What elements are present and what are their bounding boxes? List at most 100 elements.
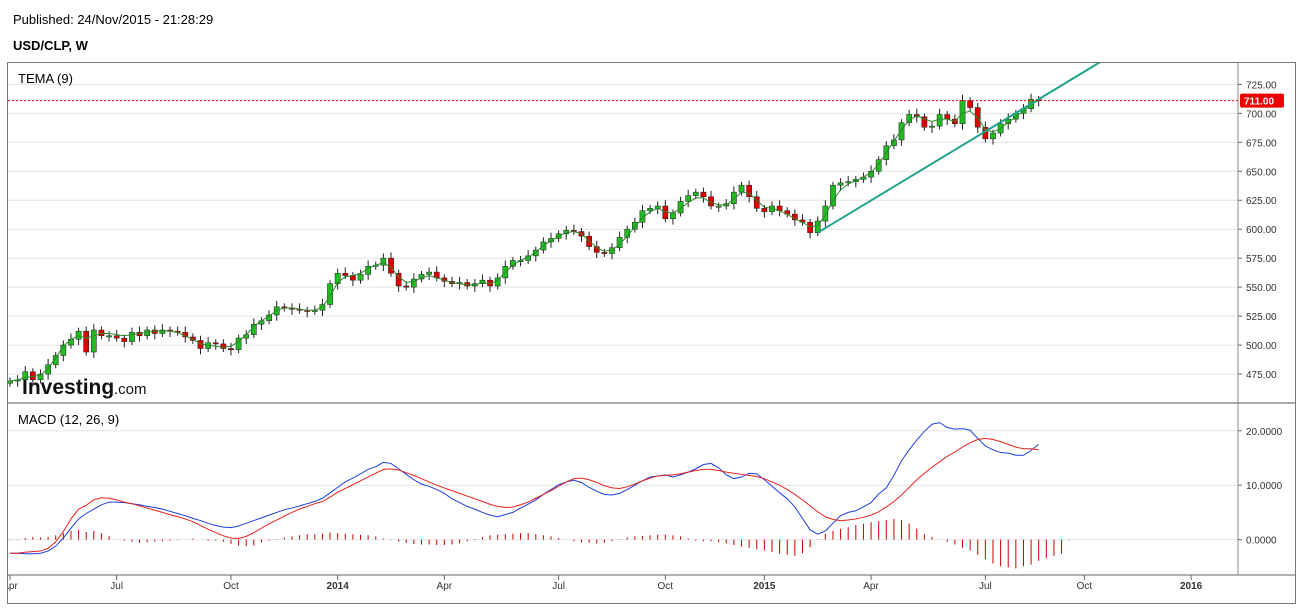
price-tick-label: 725.00 [1246,80,1277,91]
chart-svg: 711.00 TEMA (9) 475.00 500.00 525.00 550.00… [2,61,1295,592]
x-axis: Apr Jul Oct 2014 Apr Jul Oct 2015 Apr Jul Oct 2016 [2,575,1203,592]
candle-down [388,257,394,274]
candle-up [837,182,844,186]
candle-up [631,222,638,230]
candle-up [959,100,966,125]
candle-up [929,125,935,128]
candle-down [746,184,752,198]
candle-down [700,191,707,198]
price-tick-label: 475.00 [1246,370,1277,381]
candle-down [807,222,813,233]
candle-down [944,114,951,120]
price-candles [7,93,1042,387]
candle-up [830,184,836,207]
x-tick-label: Jul [979,581,992,592]
candle-up [45,364,51,375]
candle-up [106,335,112,338]
candle-up [822,205,829,222]
candle-up [426,271,432,275]
macd-tick-label: 20.0000 [1246,427,1283,438]
candle-up [906,114,913,123]
investing-logo: Investing .com [22,376,147,399]
price-tick-label: 650.00 [1246,167,1277,178]
price-tick-label: 500.00 [1246,341,1277,352]
candle-up [715,205,722,208]
macd-line [10,422,1040,555]
candle-up [639,210,646,223]
price-tick-label: 625.00 [1246,196,1277,207]
candle-up [159,329,166,334]
candle-up [411,278,417,288]
price-grid [8,83,1238,375]
candle-up [814,220,821,233]
symbol-title: USD/CLP, W [13,38,88,53]
price-tag-label: 711.00 [1244,97,1274,108]
signal-line [10,437,1039,554]
candle-up [7,380,13,384]
price-tick-label: 550.00 [1246,283,1277,294]
candle-up [670,212,676,220]
price-y-axis: 475.00 500.00 525.00 550.00 575.00 600.00 625.… [1238,80,1277,381]
chart-frame: 711.00 TEMA (9) 475.00 500.00 525.00 550.00… [2,61,1296,604]
tema-line [9,100,1039,382]
candle-up [357,274,364,281]
candle-up [52,355,59,366]
candle-up [692,191,699,196]
candle-up [334,272,341,284]
candle-down [395,272,402,287]
candle-down [403,285,410,288]
candle-down [190,336,196,341]
candle-down [921,116,928,128]
macd-tick-label: 10.0000 [1246,481,1283,492]
candle-up [990,132,996,140]
logo-text: Investing [22,376,114,399]
candle-up [68,339,74,346]
candle-up [616,237,623,248]
candle-down [121,337,128,342]
candle-down [83,330,90,353]
logo-suffix: .com [114,381,147,398]
price-tick-label: 675.00 [1246,138,1277,149]
macd-tick-label: 0.0000 [1246,536,1277,547]
candle-up [898,122,905,141]
candle-up [235,337,242,350]
candle-down [228,348,234,350]
candle-down [601,252,608,254]
published-date: Published: 24/Nov/2015 - 21:28:29 [13,12,214,27]
tema-title: TEMA (9) [18,71,73,86]
candle-up [494,277,501,287]
x-tick-label: Apr [863,581,879,592]
candle-up [875,159,882,172]
candle-down [967,100,973,108]
candle-up [129,332,135,342]
candle-down [212,342,219,345]
candle-up [479,279,486,284]
x-tick-label: Apr [437,581,453,592]
price-tick-label: 525.00 [1246,312,1277,323]
candle-up [319,304,326,311]
x-tick-label: 2014 [327,581,350,592]
macd-y-axis: 0.0000 10.0000 20.0000 [1238,427,1283,547]
candle-up [936,114,943,127]
candle-up [738,184,745,193]
candle-down [342,272,349,276]
candle-up [731,191,737,204]
x-tick-label: Oct [658,581,674,592]
candle-down [113,335,120,339]
candle-down [761,208,768,213]
price-tick-label: 575.00 [1246,254,1277,265]
candle-up [250,323,257,335]
candle-up [22,371,29,381]
x-tick-label: 2016 [1180,581,1203,592]
price-tag [1240,93,1284,108]
x-tick-label: Jul [552,581,565,592]
x-tick-label: Apr [8,581,18,592]
candle-up [75,330,82,340]
x-tick-label: Jul [110,581,123,592]
candle-up [677,201,684,214]
candle-up [891,139,897,147]
candle-down [98,329,105,337]
candle-up [90,329,97,353]
candle-up [685,195,692,202]
candle-up [1005,118,1012,125]
